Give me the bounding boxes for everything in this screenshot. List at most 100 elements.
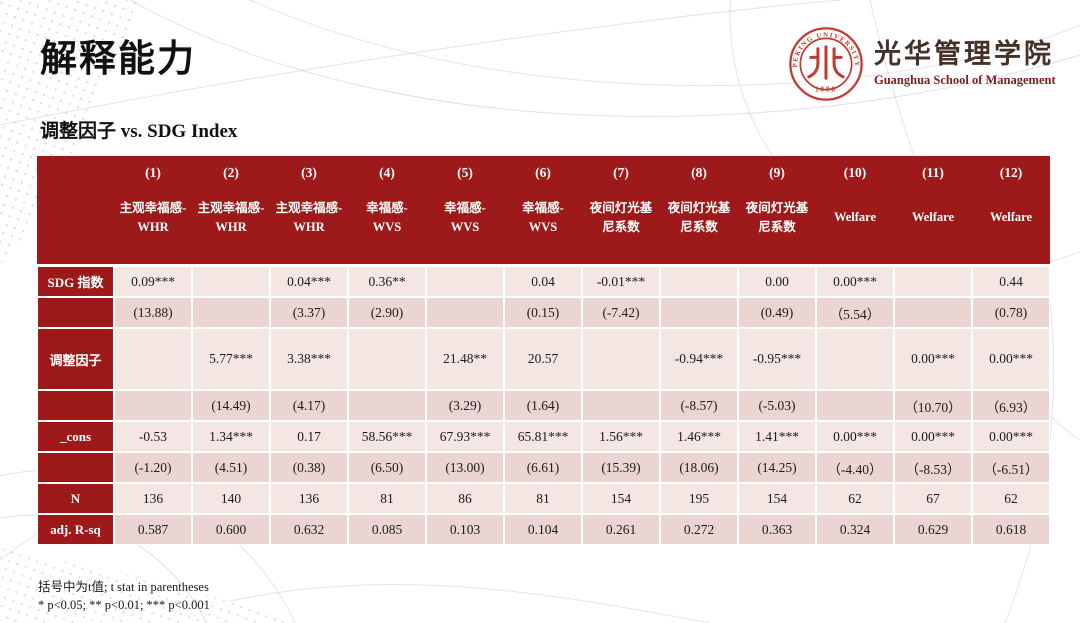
row-label: _cons: [37, 421, 114, 452]
row-label: [37, 452, 114, 483]
column-number: (3): [301, 165, 317, 180]
table-cell: (15.39): [582, 452, 660, 483]
table-cell: 86: [426, 483, 504, 514]
table-cell: 81: [504, 483, 582, 514]
table-cell: (3.37): [270, 297, 348, 328]
column-header: (10) Welfare: [816, 156, 894, 266]
table-cell: 5.77***: [192, 328, 270, 390]
page-title: 解释能力: [40, 39, 196, 80]
table-cell: 0.00***: [816, 421, 894, 452]
column-number: (4): [379, 165, 395, 180]
table-cell: 0.04***: [270, 266, 348, 297]
table-row: N 136 140 136 81 86 81 154 195 154 62 67 62: [37, 483, 1050, 514]
table-cell: 0.085: [348, 514, 426, 545]
table-row: (14.49) (4.17) (3.29) (1.64) (-8.57) (-5.03) （…: [37, 390, 1050, 421]
table-cell: [894, 266, 972, 297]
university-logo: PEKING UNIVERSITY 1898 光华管理学院 Guanghua S…: [788, 26, 1056, 102]
table-cell: 0.17: [270, 421, 348, 452]
table-cell: （5.54）: [816, 297, 894, 328]
table-cell: （10.70）: [894, 390, 972, 421]
table-cell: (18.06): [660, 452, 738, 483]
table-cell: 0.103: [426, 514, 504, 545]
column-number: (8): [691, 165, 707, 180]
table-row: adj. R-sq 0.587 0.600 0.632 0.085 0.103 0.104 0…: [37, 514, 1050, 545]
table-cell: 0.04: [504, 266, 582, 297]
table-cell: 0.632: [270, 514, 348, 545]
column-header: (8) 夜间灯光基尼系数: [660, 156, 738, 266]
table-cell: [114, 328, 192, 390]
table-cell: (-1.20): [114, 452, 192, 483]
table-cell: (-7.42): [582, 297, 660, 328]
table-cell: (14.49): [192, 390, 270, 421]
table-cell: (2.90): [348, 297, 426, 328]
table-cell: 67.93***: [426, 421, 504, 452]
logo-english-name: Guanghua School of Management: [874, 72, 1056, 87]
table-cell: 136: [270, 483, 348, 514]
table-cell: 0.261: [582, 514, 660, 545]
table-cell: 0.104: [504, 514, 582, 545]
table-cell: 21.48**: [426, 328, 504, 390]
column-name: Welfare: [989, 210, 1033, 225]
table-cell: [114, 390, 192, 421]
table-cell: 0.00***: [894, 421, 972, 452]
table-cell: 0.272: [660, 514, 738, 545]
row-label: N: [37, 483, 114, 514]
column-name: 幸福感-WVS: [444, 201, 486, 234]
footnote-tstat: 括号中为t值; t stat in parentheses: [38, 580, 209, 594]
table-cell: [192, 266, 270, 297]
column-name: 幸福感-WVS: [522, 201, 564, 234]
table-cell: 1.46***: [660, 421, 738, 452]
table-cell: 0.00***: [972, 328, 1050, 390]
dot-pattern: [0, 0, 310, 623]
table-cell: 0.36**: [348, 266, 426, 297]
column-number: (7): [613, 165, 629, 180]
footnotes: 括号中为t值; t stat in parentheses * p<0.05; …: [38, 579, 210, 614]
table-cell: 1.34***: [192, 421, 270, 452]
row-label: [37, 297, 114, 328]
table-cell: 0.618: [972, 514, 1050, 545]
table-cell: 0.587: [114, 514, 192, 545]
table-cell: [192, 297, 270, 328]
table-cell: [816, 390, 894, 421]
table-cell: (-5.03): [738, 390, 816, 421]
table-cell: 0.324: [816, 514, 894, 545]
table-cell: [582, 390, 660, 421]
table-cell: [816, 328, 894, 390]
table-cell: 195: [660, 483, 738, 514]
column-name: 夜间灯光基尼系数: [745, 201, 809, 234]
table-cell: 0.09***: [114, 266, 192, 297]
column-header: (1) 主观幸福感-WHR: [114, 156, 192, 266]
row-label: [37, 390, 114, 421]
row-label: adj. R-sq: [37, 514, 114, 545]
column-number: (12): [999, 165, 1023, 180]
table-cell: (1.64): [504, 390, 582, 421]
column-header: (5) 幸福感-WVS: [426, 156, 504, 266]
table-cell: [426, 266, 504, 297]
table-row: (-1.20) (4.51) (0.38) (6.50) (13.00) (6.61) (1…: [37, 452, 1050, 483]
table-caption: 调整因子 vs. SDG Index: [40, 121, 238, 142]
table-corner-cell: [37, 156, 114, 266]
table-cell: [660, 266, 738, 297]
table-cell: 136: [114, 483, 192, 514]
column-number: (9): [769, 165, 785, 180]
table-cell: -0.01***: [582, 266, 660, 297]
table-cell: 20.57: [504, 328, 582, 390]
row-label: 调整因子: [37, 328, 114, 390]
column-header: (6) 幸福感-WVS: [504, 156, 582, 266]
table-cell: 154: [582, 483, 660, 514]
column-name: Welfare: [833, 210, 877, 225]
table-cell: 0.363: [738, 514, 816, 545]
column-header: (12) Welfare: [972, 156, 1050, 266]
column-name: 主观幸福感-WHR: [119, 201, 187, 234]
table-cell: （6.93）: [972, 390, 1050, 421]
table-row: (13.88) (3.37) (2.90) (0.15) (-7.42) (0.49) （5…: [37, 297, 1050, 328]
table-cell: [348, 328, 426, 390]
column-name: 夜间灯光基尼系数: [589, 201, 653, 234]
logo-text: 光华管理学院 Guanghua School of Management: [874, 39, 1056, 88]
table-cell: 67: [894, 483, 972, 514]
column-header: (9) 夜间灯光基尼系数: [738, 156, 816, 266]
table-cell: 0.629: [894, 514, 972, 545]
column-number: (6): [535, 165, 551, 180]
table-row: 调整因子 5.77*** 3.38*** 21.48** 20.57 -0.94*** -0…: [37, 328, 1050, 390]
